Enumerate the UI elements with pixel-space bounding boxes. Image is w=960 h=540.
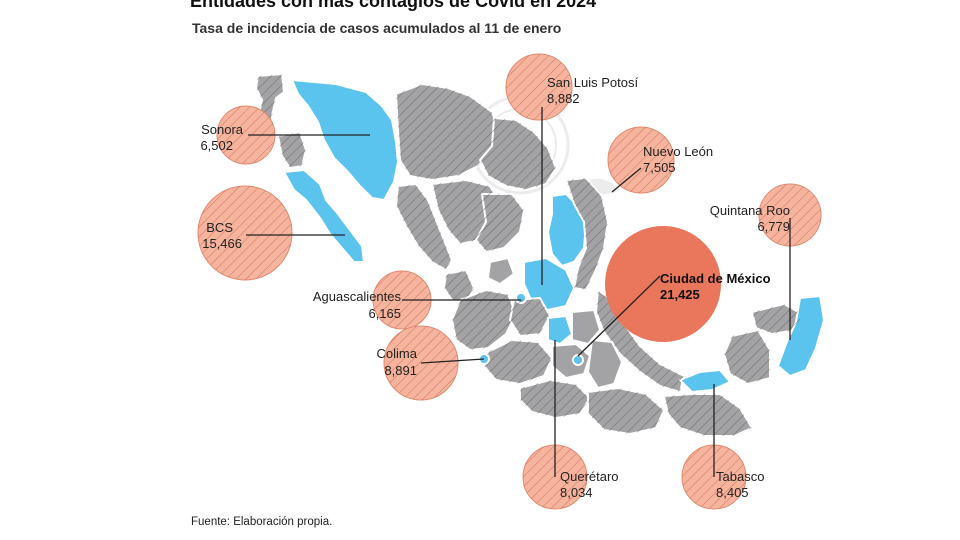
- state-edomex: [551, 343, 591, 379]
- label-san-luis-potosi-name: San Luis Potosí: [547, 75, 638, 90]
- chart-title: Entidades con más contagios de Covid en …: [190, 0, 597, 11]
- bubble-ciudad-de-mexico: [605, 226, 721, 342]
- state-san-luis-potosi: [523, 257, 575, 311]
- label-queretaro-name: Querétaro: [560, 469, 619, 484]
- state-chiapas: [663, 393, 753, 437]
- labels: Sonora 6,502 BCS 15,466 Aguascalientes 6…: [200, 75, 790, 500]
- label-queretaro-value: 8,034: [560, 485, 593, 500]
- label-bcs-value: 15,466: [202, 236, 242, 251]
- label-bcs-name: BCS: [206, 220, 233, 235]
- label-san-luis-potosi-value: 8,882: [547, 91, 580, 106]
- label-sonora-name: Sonora: [201, 122, 244, 137]
- bubble-san-luis-potosi: [505, 53, 573, 121]
- state-campeche: [723, 329, 771, 385]
- label-colima-value: 8,891: [384, 363, 417, 378]
- state-aguascalientes-dot: [515, 292, 527, 304]
- state-michoacan: [483, 339, 553, 385]
- state-oaxaca: [587, 387, 665, 435]
- label-tabasco-value: 8,405: [716, 485, 749, 500]
- state-sonora: [291, 79, 399, 201]
- state-jalisco: [451, 289, 517, 351]
- chart-subtitle: Tasa de incidencia de casos acumulados a…: [192, 20, 562, 36]
- bubble-bcs: [197, 185, 293, 281]
- state-hidalgo: [571, 309, 601, 345]
- bubble-quintana-roo: [758, 183, 822, 247]
- state-queretaro: [547, 315, 573, 345]
- label-nuevo-leon-name: Nuevo León: [643, 144, 713, 159]
- bubble-nuevo-leon: [607, 126, 675, 194]
- state-baja-california-sur: [283, 169, 365, 263]
- source-note: Fuente: Elaboración propia.: [191, 516, 333, 528]
- state-bc-lower-gray: [277, 131, 307, 169]
- label-cdmx-value: 21,425: [660, 287, 700, 302]
- state-cdmx-dot: [572, 354, 584, 366]
- label-colima-name: Colima: [377, 346, 418, 361]
- label-sonora-value: 6,502: [200, 138, 233, 153]
- country-shape: [255, 73, 825, 437]
- state-aguascalientes: [487, 257, 515, 285]
- state-guanajuato: [509, 297, 551, 337]
- label-quintana-roo-value: 6,779: [757, 219, 790, 234]
- label-nuevo-leon-value: 7,505: [643, 160, 676, 175]
- label-aguascalientes-name: Aguascalientes: [313, 289, 402, 304]
- label-aguascalientes-value: 6,165: [368, 306, 401, 321]
- label-quintana-roo-name: Quintana Roo: [710, 203, 790, 218]
- leader-lines: [246, 107, 791, 477]
- state-tabasco: [679, 369, 731, 393]
- label-cdmx-name: Ciudad de México: [660, 271, 771, 286]
- label-tabasco-name: Tabasco: [716, 469, 764, 484]
- bubble-sonora: [216, 105, 276, 165]
